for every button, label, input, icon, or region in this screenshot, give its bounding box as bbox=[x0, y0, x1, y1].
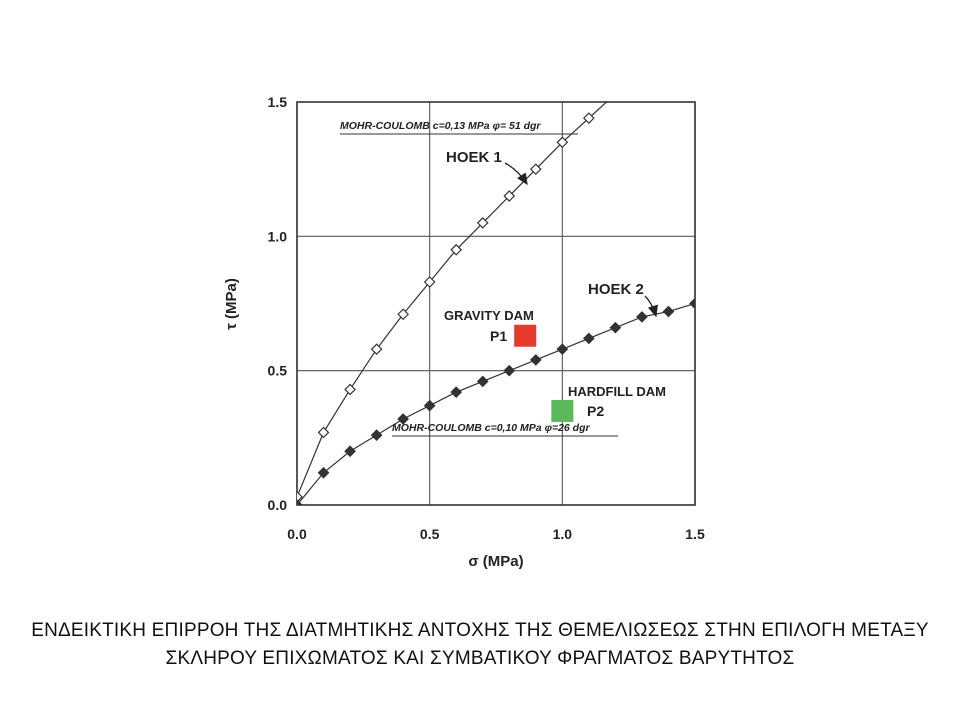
series-2-point-2 bbox=[344, 445, 356, 458]
hardfill-dam-label: HARDFILL DAM bbox=[568, 384, 666, 399]
hoek-2-arrow bbox=[644, 295, 658, 318]
x-tick-label-1: 0.5 bbox=[420, 526, 440, 542]
series-1-point-3 bbox=[370, 343, 383, 356]
dam-point-1 bbox=[514, 324, 537, 347]
y-tick-label-2: 1.0 bbox=[268, 228, 288, 244]
series-2-point-3 bbox=[370, 429, 383, 441]
series-2-point-0 bbox=[297, 499, 303, 505]
y-tick-label-3: 1.5 bbox=[268, 94, 288, 110]
dam-point-2 bbox=[551, 399, 574, 422]
y-tick-label-0: 0.0 bbox=[268, 497, 288, 513]
series-1-point-12 bbox=[610, 89, 620, 99]
series-2-point-15 bbox=[689, 297, 695, 310]
series-1-point-5 bbox=[423, 276, 436, 288]
series-1-point-6 bbox=[450, 243, 463, 256]
series-2-point-9 bbox=[529, 354, 542, 366]
gravity-dam-label: GRAVITY DAM bbox=[444, 308, 534, 323]
series-2-point-14 bbox=[662, 305, 675, 318]
caption-line-1: ΕΝΔΕΙΚΤΙΚΗ ΕΠΙΡΡΟΗ ΤΗΣ ΔΙΑΤΜΗΤΙΚΗΣ ΑΝΤΟΧ… bbox=[31, 620, 929, 641]
x-tick-label-3: 1.5 bbox=[685, 526, 705, 542]
x-axis-title: σ (MPa) bbox=[468, 553, 523, 570]
caption-line-2: ΣΚΛΗΡΟΥ ΕΠΙΧΩΜΑΤΟΣ ΚΑΙ ΣΥΜΒΑΤΙΚΟΥ ΦΡΑΓΜΑ… bbox=[165, 648, 795, 669]
x-tick-label-0: 0.0 bbox=[287, 526, 307, 542]
series-2-point-1 bbox=[317, 466, 330, 479]
x-tick-label-2: 1.0 bbox=[553, 526, 573, 542]
series-1-point-0 bbox=[297, 491, 303, 503]
series-1-point-8 bbox=[503, 190, 516, 202]
series-1-point-2 bbox=[344, 383, 356, 396]
hoek-1-label: HOEK 1 bbox=[446, 149, 502, 166]
dam-points bbox=[514, 324, 574, 422]
series-2-point-12 bbox=[609, 321, 622, 334]
series-2-point-13 bbox=[636, 311, 648, 323]
mohr-coulomb-label-2: MOHR-COULOMB c=0,10 MPa φ=26 dgr bbox=[392, 422, 591, 434]
hoek-1-arrow bbox=[504, 162, 528, 186]
series-layer bbox=[297, 89, 695, 505]
series-2-point-8 bbox=[503, 364, 516, 377]
series-1-point-10 bbox=[556, 136, 569, 149]
y-tick-label-1: 0.5 bbox=[268, 363, 288, 379]
series-1-point-9 bbox=[529, 163, 542, 176]
series-1-point-4 bbox=[397, 308, 409, 321]
series-2-point-5 bbox=[423, 399, 436, 412]
y-axis-title: τ (MPa) bbox=[223, 278, 240, 330]
series-2-point-6 bbox=[450, 386, 463, 399]
mohr-coulomb-label-1: MOHR-COULOMB c=0,13 MPa φ= 51 dgr bbox=[340, 120, 541, 132]
series-2-point-11 bbox=[583, 332, 595, 345]
series-1-point-11 bbox=[583, 112, 595, 124]
series-2-point-4 bbox=[397, 413, 409, 425]
p1-label: P1 bbox=[490, 328, 507, 344]
series-1-point-7 bbox=[476, 217, 489, 229]
series-1-point-1 bbox=[317, 426, 330, 439]
series-line-2 bbox=[297, 302, 695, 505]
series-2-point-7 bbox=[476, 375, 489, 388]
axis-ticks: 0.0 0.5 1.0 1.5 0.0 0.5 1.0 1.5 bbox=[268, 94, 705, 542]
shear-strength-chart: 0.0 0.5 1.0 1.5 0.0 0.5 1.0 1.5 σ (MPa) τ (MPa)… bbox=[223, 89, 705, 570]
hoek-2-label: HOEK 2 bbox=[588, 281, 644, 298]
p2-label: P2 bbox=[587, 403, 604, 419]
series-2-point-10 bbox=[556, 343, 569, 356]
